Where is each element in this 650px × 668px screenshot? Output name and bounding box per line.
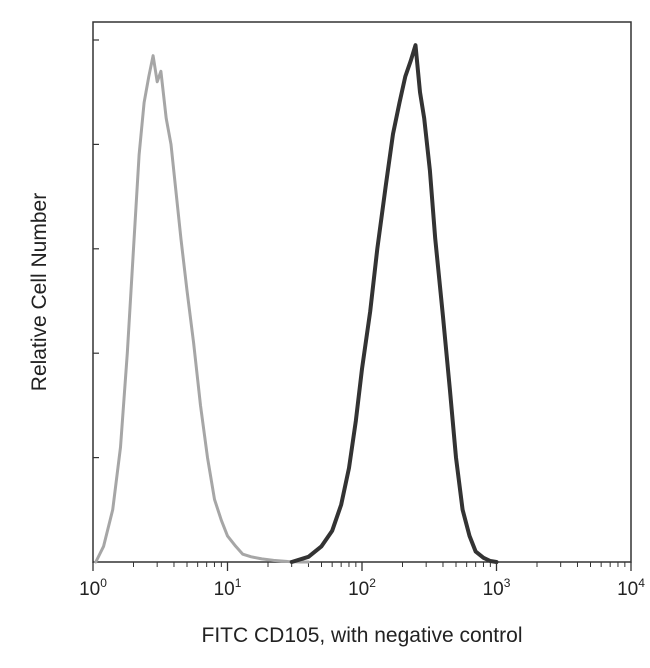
x-tick-label-base: 10: [79, 579, 100, 600]
x-tick-label-base: 10: [214, 579, 235, 600]
x-tick-label: 103: [483, 576, 511, 600]
x-tick-label-base: 10: [483, 579, 504, 600]
x-tick-label-exponent: 1: [235, 576, 242, 590]
series-layer: [94, 43, 499, 564]
x-tick-label: 102: [348, 576, 376, 600]
x-tick-label: 100: [79, 576, 107, 600]
x-axis-ticks: [92, 562, 632, 571]
x-tick-label-exponent: 2: [369, 576, 376, 590]
x-tick-label: 104: [617, 576, 645, 600]
x-axis-tick-labels: 100 101 102 103 104: [79, 576, 645, 600]
y-axis-title: Relative Cell Number: [28, 193, 51, 391]
y-axis-ticks: [93, 39, 99, 459]
x-tick-label-exponent: 0: [100, 576, 107, 590]
x-axis-title: FITC CD105, with negative control: [202, 624, 523, 647]
negative-control-curve: [94, 54, 310, 564]
x-tick-label-base: 10: [348, 579, 369, 600]
fitc-cd105-curve: [289, 43, 499, 564]
x-tick-label-exponent: 4: [638, 576, 645, 590]
plot-frame: [92, 21, 632, 563]
x-tick-label: 101: [214, 576, 242, 600]
x-tick-label-base: 10: [617, 579, 638, 600]
x-tick-label-exponent: 3: [504, 576, 511, 590]
